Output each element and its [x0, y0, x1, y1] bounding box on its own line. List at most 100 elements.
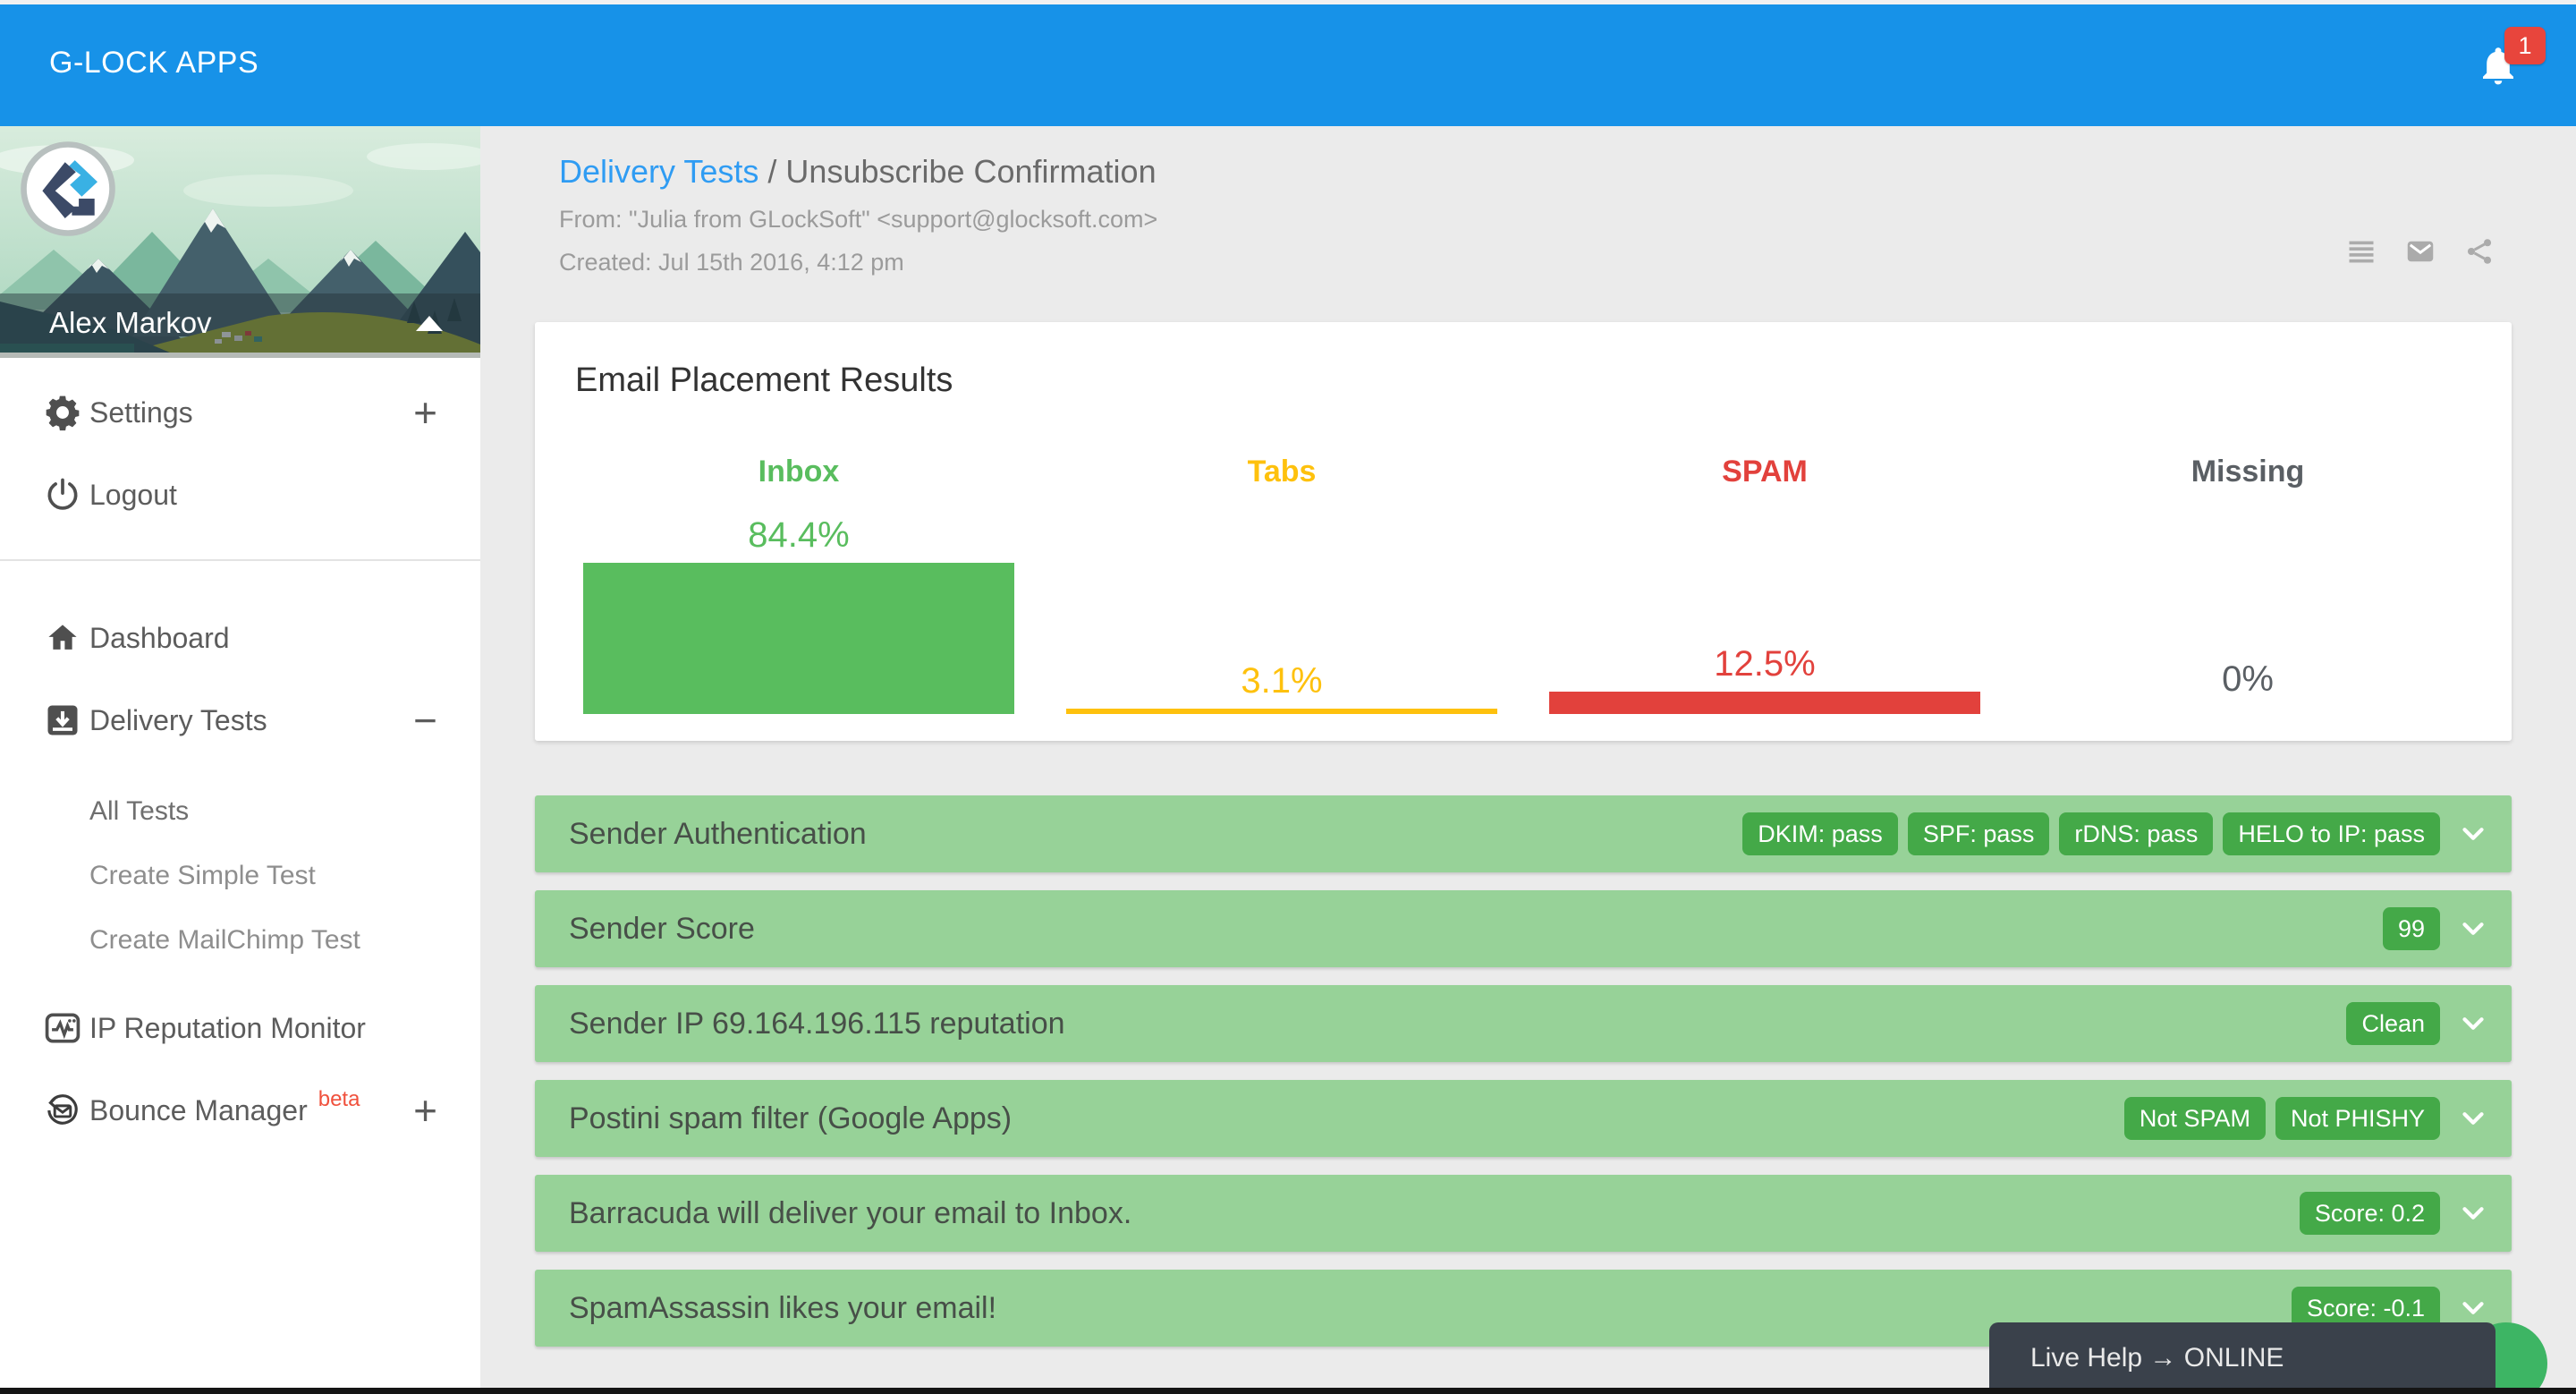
chart-column-tabs: Tabs 3.1%	[1040, 455, 1523, 714]
result-row[interactable]: Sender IP 69.164.196.115 reputation Clean	[535, 985, 2512, 1062]
sidebar-item-delivery-tests[interactable]: Delivery Tests −	[0, 679, 480, 761]
top-navbar: G-LOCK APPS 1	[0, 0, 2576, 126]
main-content: Delivery Tests / Unsubscribe Confirmatio…	[480, 126, 2576, 1388]
sidebar-item-label: Create MailChimp Test	[89, 925, 360, 955]
window-top-edge	[0, 0, 2576, 4]
power-icon	[43, 475, 82, 514]
sidebar-item-label: Create Simple Test	[89, 861, 316, 890]
sidebar-item-label: IP Reputation Monitor	[89, 1011, 366, 1044]
results-accordion: Sender Authentication DKIM: pass SPF: pass…	[535, 795, 2512, 1364]
chart-value-label: 12.5%	[1714, 644, 1816, 684]
status-badge: Not PHISHY	[2275, 1097, 2440, 1140]
sidebar-item-all-tests[interactable]: All Tests	[0, 779, 480, 844]
result-row-badges: DKIM: pass SPF: pass rDNS: pass HELO to IP:…	[1742, 812, 2440, 855]
sidebar-item-logout[interactable]: Logout	[0, 454, 480, 536]
caret-up-icon	[416, 315, 443, 331]
status-badge: rDNS: pass	[2059, 812, 2214, 855]
chart-bar	[1549, 692, 1980, 714]
breadcrumb-separator: /	[758, 153, 786, 190]
sidebar-item-label: Bounce Manager	[89, 1093, 308, 1126]
result-row-title: Barracuda will deliver your email to Inb…	[569, 1195, 1132, 1230]
expander-plus-icon[interactable]: +	[413, 389, 437, 436]
chart-category-label: Tabs	[1247, 455, 1317, 489]
result-row-badges: Score: 0.2	[2299, 1192, 2440, 1235]
chevron-down-icon[interactable]	[2456, 1291, 2490, 1325]
notification-count-badge: 1	[2504, 27, 2546, 64]
sidebar-item-label: All Tests	[89, 796, 190, 826]
status-badge: 99	[2382, 907, 2440, 950]
home-icon	[43, 618, 82, 658]
sidebar-item-label: Dashboard	[89, 621, 230, 654]
sidebar-item-label: Logout	[89, 478, 177, 511]
status-badge: DKIM: pass	[1742, 812, 1898, 855]
breadcrumb-current: Unsubscribe Confirmation	[785, 153, 1157, 190]
chevron-down-icon[interactable]	[2456, 1101, 2490, 1135]
sidebar: Alex Markov Settings + Logout Dashboard Deli…	[0, 126, 480, 1388]
chart-bar	[1066, 709, 1497, 714]
sidebar-menu: Settings + Logout Dashboard Delivery Tests − A…	[0, 358, 480, 1152]
share-icon[interactable]	[2463, 235, 2496, 268]
status-badge: Not SPAM	[2123, 1097, 2266, 1140]
result-row[interactable]: Sender Authentication DKIM: pass SPF: pass…	[535, 795, 2512, 872]
chart-column-spam: SPAM 12.5%	[1523, 455, 2006, 714]
sidebar-item-create-mailchimp-test[interactable]: Create MailChimp Test	[0, 908, 480, 973]
profile-toggle[interactable]: Alex Markov	[0, 293, 480, 353]
mountain-illustration	[0, 126, 480, 353]
mail-icon[interactable]	[2404, 235, 2436, 268]
bounce-mail-icon	[43, 1091, 82, 1130]
breadcrumb-link-delivery-tests[interactable]: Delivery Tests	[559, 153, 759, 190]
inbox-down-icon	[43, 701, 82, 740]
profile-name: Alex Markov	[49, 306, 212, 339]
chevron-down-icon[interactable]	[2456, 912, 2490, 946]
glock-logo-icon	[21, 141, 115, 236]
live-help-label: Live Help → ONLINE	[2030, 1343, 2284, 1373]
result-row-badges: 99	[2382, 907, 2440, 950]
result-row-badges: Not SPAM Not PHISHY	[2123, 1097, 2440, 1140]
sidebar-item-ip-reputation-monitor[interactable]: IP Reputation Monitor	[0, 987, 480, 1069]
sidebar-item-bounce-manager[interactable]: Bounce Manager beta +	[0, 1069, 480, 1152]
status-badge: Score: 0.2	[2299, 1192, 2440, 1235]
expander-minus-icon[interactable]: −	[413, 697, 437, 744]
expander-plus-icon[interactable]: +	[413, 1087, 437, 1134]
placement-bar-chart: Inbox 84.4% Tabs 3.1% SPAM 12.5% Missing 0%	[557, 455, 2489, 714]
window-bottom-edge	[0, 1388, 2576, 1394]
chart-value-label: 84.4%	[748, 515, 850, 555]
result-row[interactable]: Barracuda will deliver your email to Inb…	[535, 1175, 2512, 1252]
sidebar-item-settings[interactable]: Settings +	[0, 371, 480, 454]
breadcrumb: Delivery Tests / Unsubscribe Confirmatio…	[559, 153, 1157, 276]
chevron-down-icon[interactable]	[2456, 817, 2490, 851]
created-line: Created: Jul 15th 2016, 4:12 pm	[559, 249, 904, 276]
status-badge: HELO to IP: pass	[2223, 812, 2440, 855]
result-row[interactable]: Postini spam filter (Google Apps) Not SPA…	[535, 1080, 2512, 1157]
chart-column-inbox: Inbox 84.4%	[557, 455, 1040, 714]
live-help-widget[interactable]: Live Help → ONLINE	[1989, 1322, 2496, 1394]
brand-logo-text[interactable]: G-LOCK APPS	[49, 46, 259, 80]
gear-icon	[43, 393, 82, 432]
chart-value-label: 3.1%	[1241, 661, 1323, 701]
result-row-badges: Clean	[2346, 1002, 2440, 1045]
chart-category-label: Missing	[2190, 455, 2305, 489]
sidebar-item-label: Delivery Tests	[89, 703, 267, 736]
result-row-title: Sender Score	[569, 911, 755, 946]
avatar[interactable]	[19, 140, 117, 238]
sidebar-item-dashboard[interactable]: Dashboard	[0, 597, 480, 679]
chevron-down-icon[interactable]	[2456, 1007, 2490, 1041]
result-row[interactable]: Sender Score 99	[535, 890, 2512, 967]
chart-category-label: SPAM	[1722, 455, 1808, 489]
sidebar-item-create-simple-test[interactable]: Create Simple Test	[0, 844, 480, 908]
chart-category-label: Inbox	[758, 455, 840, 489]
report-toolbar	[2345, 235, 2496, 268]
sidebar-item-label: Settings	[89, 395, 193, 429]
monitor-pulse-icon	[43, 1008, 82, 1048]
list-icon[interactable]	[2345, 235, 2377, 268]
result-row-title: Postini spam filter (Google Apps)	[569, 1101, 1013, 1135]
profile-banner: Alex Markov	[0, 126, 480, 358]
result-row-title: SpamAssassin likes your email!	[569, 1290, 997, 1325]
chevron-down-icon[interactable]	[2456, 1196, 2490, 1230]
chart-column-missing: Missing 0%	[2006, 455, 2489, 714]
from-line: From: "Julia from GLockSoft" <support@gl…	[559, 206, 1158, 233]
beta-badge: beta	[318, 1087, 360, 1111]
sidebar-divider	[0, 559, 480, 561]
result-row-title: Sender IP 69.164.196.115 reputation	[569, 1006, 1065, 1041]
